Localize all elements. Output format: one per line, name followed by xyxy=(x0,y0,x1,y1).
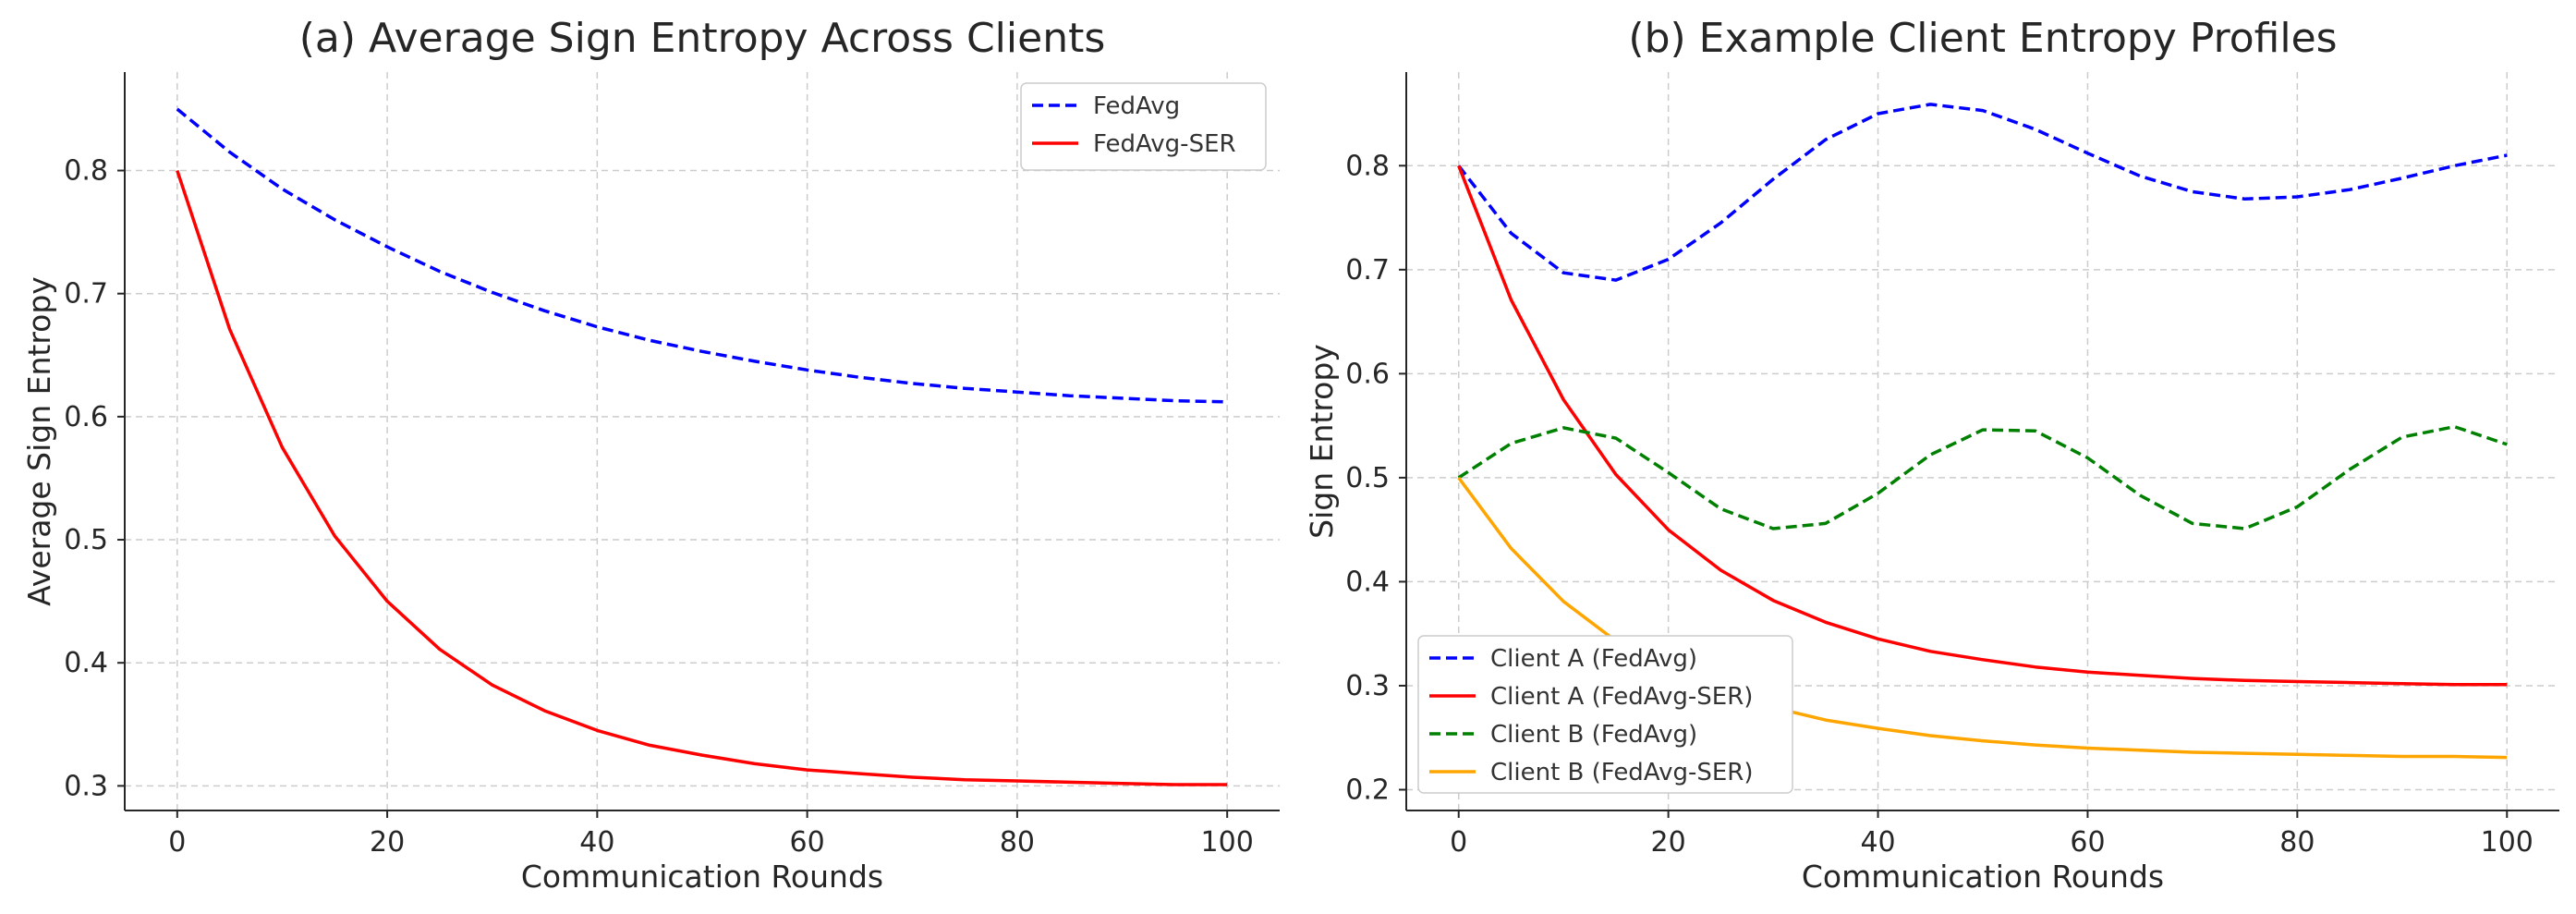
legend-box xyxy=(1417,635,1793,794)
y-tick-label: 0.3 xyxy=(64,770,108,802)
x-axis-label: Communication Rounds xyxy=(521,859,883,895)
x-tick-label: 20 xyxy=(370,826,405,859)
series-line-client-a-fedavg xyxy=(1457,103,2508,282)
legend-label: FedAvg-SER xyxy=(1093,130,1236,158)
chart-title: (b) Example Client Entropy Profiles xyxy=(1628,15,2337,62)
legend-label: Client A (FedAvg-SER) xyxy=(1490,683,1753,711)
x-tick-label: 40 xyxy=(1860,826,1895,859)
y-tick-label: 0.3 xyxy=(1345,670,1390,702)
x-axis-label: Communication Rounds xyxy=(1802,859,2164,895)
series-line-fedavg-ser xyxy=(176,169,1228,786)
series-line-client-b-fedavg xyxy=(1457,424,2508,530)
y-tick-label: 0.7 xyxy=(1345,254,1390,286)
legend-label: Client B (FedAvg-SER) xyxy=(1490,759,1754,786)
x-tick-label: 80 xyxy=(1000,826,1035,859)
y-axis-label: Sign Entropy xyxy=(1304,344,1340,539)
x-tick-label: 60 xyxy=(2070,826,2105,859)
series-line-fedavg xyxy=(176,107,1228,404)
y-tick-label: 0.7 xyxy=(64,278,108,311)
y-tick-label: 0.5 xyxy=(1345,462,1390,494)
legend-label: Client A (FedAvg) xyxy=(1490,645,1697,673)
x-tick-label: 0 xyxy=(1450,826,1467,859)
x-tick-label: 100 xyxy=(1201,826,1254,859)
x-tick-label: 60 xyxy=(790,826,825,859)
y-tick-label: 0.8 xyxy=(64,155,108,188)
series-line-client-a-fedavg-ser xyxy=(1457,165,2508,687)
chart-b: 0 20 40 60 80 100 0.2 0.3 0.4 0.5 0.6 0.7 0.8 (b) Exa… xyxy=(1304,15,2559,895)
y-tick-label: 0.4 xyxy=(64,647,108,679)
chart-title: (a) Average Sign Entropy Across Clients xyxy=(299,15,1106,62)
chart-a: 0 20 40 60 80 100 0.3 0.4 0.5 0.6 0.7 0.8 (a) Averag… xyxy=(21,15,1280,895)
x-tick-label: 40 xyxy=(579,826,614,859)
y-tick-label: 0.6 xyxy=(1345,358,1390,390)
y-tick-label: 0.8 xyxy=(1345,150,1390,182)
legend-label: Client B (FedAvg) xyxy=(1490,721,1697,749)
y-axis-label: Average Sign Entropy xyxy=(21,276,57,606)
y-tick-label: 0.2 xyxy=(1345,774,1390,806)
legend: FedAvg FedAvg-SER xyxy=(1020,82,1267,171)
x-tick-label: 80 xyxy=(2279,826,2315,859)
legend-label: FedAvg xyxy=(1093,92,1180,120)
legend: Client A (FedAvg) Client A (FedAvg-SER) Cl… xyxy=(1417,635,1793,794)
y-tick-label: 0.5 xyxy=(64,524,108,556)
y-tick-label: 0.6 xyxy=(64,401,108,433)
y-tick-label: 0.4 xyxy=(1345,566,1390,598)
legend-box xyxy=(1020,82,1267,171)
x-tick-label: 0 xyxy=(168,826,186,859)
x-tick-label: 20 xyxy=(1651,826,1686,859)
x-tick-label: 100 xyxy=(2481,826,2533,859)
